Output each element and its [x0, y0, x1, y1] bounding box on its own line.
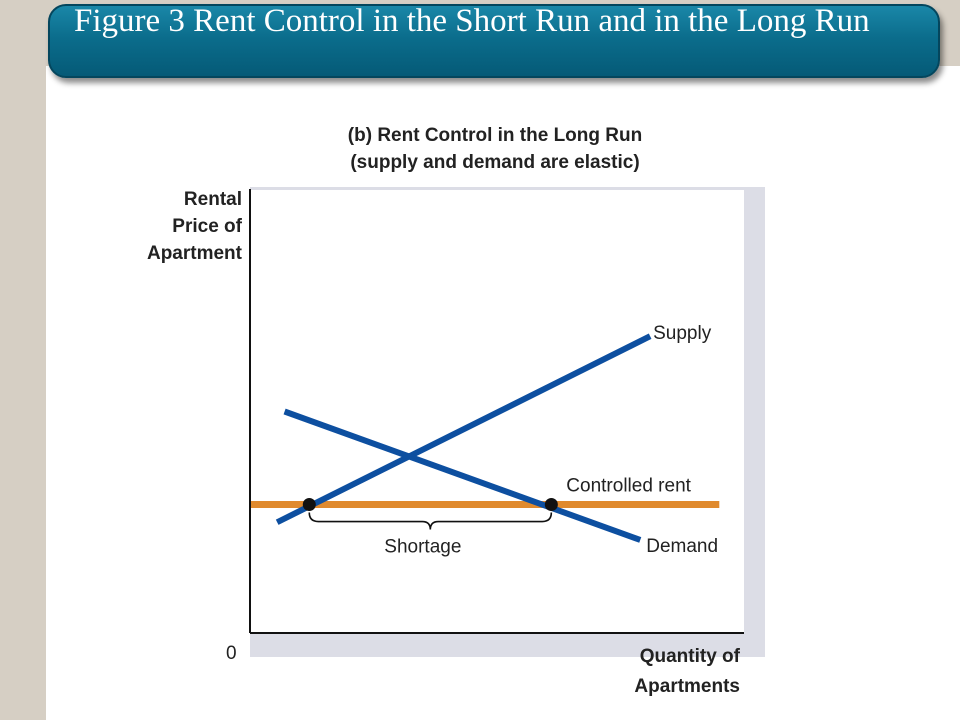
demand-label: Demand	[646, 536, 718, 557]
panel-title-line2: (supply and demand are elastic)	[350, 152, 640, 173]
x-axis-label-line2: Apartments	[634, 676, 740, 697]
intersection-point-1	[302, 498, 316, 512]
demand-curve	[283, 408, 642, 543]
supply-label: Supply	[653, 323, 712, 344]
panel-title: (b) Rent Control in the Long Run (supply…	[290, 122, 700, 176]
panel-title-line1: (b) Rent Control in the Long Run	[347, 125, 643, 146]
y-axis-label-line2: Price of	[172, 216, 242, 237]
left-band	[0, 66, 46, 720]
slide-title: Figure 3 Rent Control in the Short Run a…	[74, 3, 870, 39]
x-axis-label-line1: Quantity of	[639, 646, 740, 667]
intersection-point-2	[544, 498, 558, 512]
y-axis-label: Rental Price of Apartment	[110, 186, 242, 267]
supply-curve	[275, 333, 652, 525]
copyright-text: Copyright©2003 Southwestern/Thomson Lear…	[735, 706, 959, 717]
controlled-rent-label: Controlled rent	[566, 476, 691, 497]
shortage-label: Shortage	[384, 537, 461, 558]
x-axis-label: Quantity of Apartments	[580, 642, 740, 702]
title-bar	[48, 4, 940, 78]
y-axis-label-line1: Rental	[183, 189, 242, 210]
shortage-brace	[308, 512, 553, 530]
origin-label: 0	[226, 643, 237, 664]
y-axis-label-line3: Apartment	[146, 243, 242, 264]
